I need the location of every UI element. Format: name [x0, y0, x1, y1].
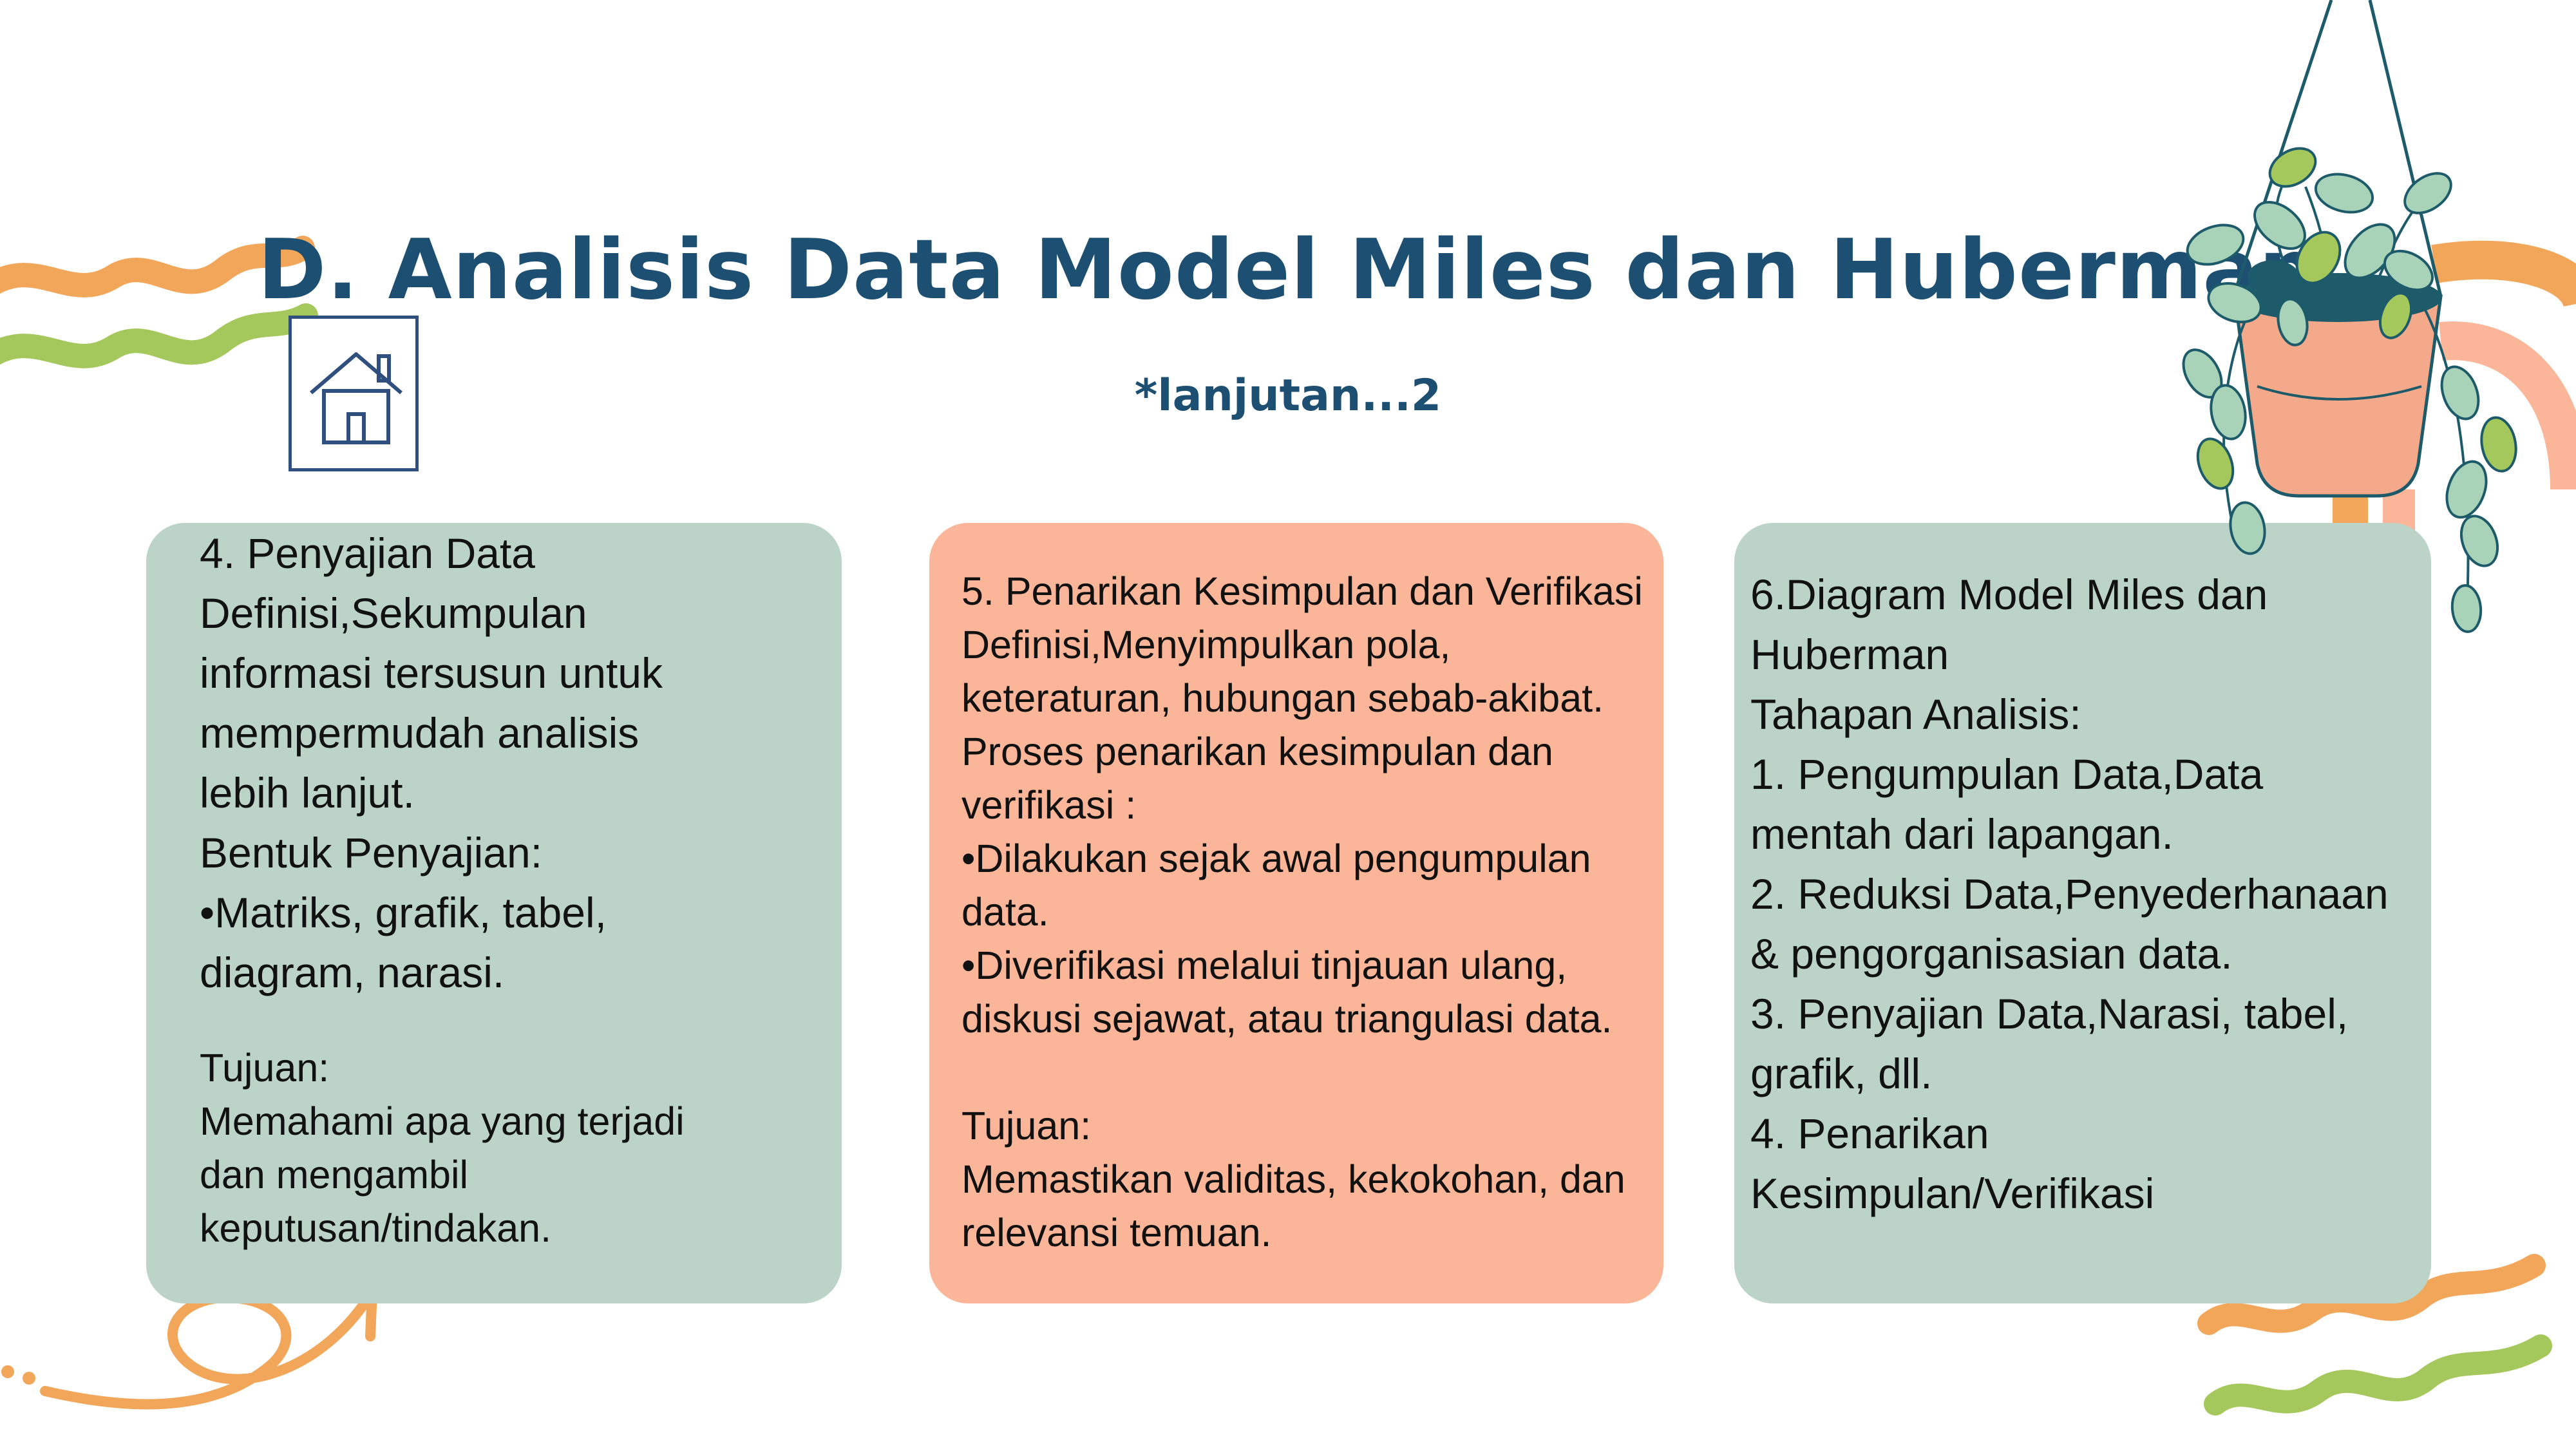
stage-line: mentah dari lapangan.	[1750, 810, 2174, 858]
text-line: verifikasi :	[961, 783, 1137, 827]
definition-line: lebih lanjut.	[200, 769, 415, 817]
goal-line: relevansi temuan.	[961, 1211, 1272, 1255]
definition-line: Definisi,Sekumpulan	[200, 589, 587, 637]
green-wave-top-left	[0, 303, 318, 368]
text-line: keteraturan, hubungan sebab-akibat.	[961, 676, 1604, 720]
forms-label: Bentuk Penyajian:	[200, 829, 543, 876]
text-line: Definisi,Menyimpulkan pola,	[961, 623, 1451, 667]
card-penarikan-kesimpulan	[929, 523, 1663, 1303]
card-heading: 6.Diagram Model Miles dan	[1750, 571, 2268, 618]
stage-line: Kesimpulan/Verifikasi	[1750, 1170, 2155, 1217]
text-line: •Diverifikasi melalui tinjauan ulang,	[961, 943, 1567, 987]
stage-line: 2. Reduksi Data,Penyederhanaan	[1750, 870, 2389, 918]
text-line: •Dilakukan sejak awal pengumpulan	[961, 837, 1591, 880]
definition-line: informasi tersusun untuk	[200, 649, 663, 697]
stage-line: & pengorganisasian data.	[1750, 930, 2233, 978]
orange-wave-top-left	[0, 236, 315, 298]
page-subtitle: *lanjutan...2	[1134, 370, 1442, 421]
goal-label: Tujuan:	[961, 1104, 1092, 1148]
card-heading: Huberman	[1750, 630, 1949, 678]
card-diagram-model-content: 6.Diagram Model Miles dan Huberman Tahap…	[1750, 565, 2433, 1224]
goal-label: Tujuan:	[200, 1046, 330, 1090]
home-button[interactable]	[289, 316, 419, 471]
stage-line: 4. Penarikan	[1750, 1110, 1989, 1157]
card-diagram-model	[1734, 523, 2431, 1303]
orange-arch	[2431, 240, 2576, 308]
text-line: Proses penarikan kesimpulan dan	[961, 730, 1553, 773]
forms-line: diagram, narasi.	[200, 949, 505, 996]
stage-line: grafik, dll.	[1750, 1050, 1933, 1097]
text-line: data.	[961, 890, 1049, 934]
home-icon	[310, 352, 402, 444]
card-penyajian-data	[146, 523, 842, 1303]
green-wave-bottom-right	[2204, 1334, 2552, 1416]
goal-line: keputusan/tindakan.	[200, 1206, 552, 1250]
card-penarikan-kesimpulan-content: 5. Penarikan Kesimpulan dan Verifikasi D…	[961, 565, 1670, 1260]
orange-wave-bottom-right	[2197, 1254, 2546, 1335]
card-heading: 4. Penyajian Data	[200, 529, 536, 577]
text-line: diskusi sejawat, atau triangulasi data.	[961, 997, 1613, 1041]
card-heading: 5. Penarikan Kesimpulan dan Verifikasi	[961, 569, 1643, 613]
goal-line: dan mengambil	[200, 1153, 469, 1197]
goal-line: Memastikan validitas, kekokohan, dan	[961, 1157, 1625, 1201]
peach-arch	[2439, 321, 2576, 490]
stage-line: 3. Penyajian Data,Narasi, tabel,	[1750, 990, 2349, 1037]
goal-line: Memahami apa yang terjadi	[200, 1099, 685, 1143]
definition-line: mempermudah analisis	[200, 709, 639, 757]
page-title: D. Analisis Data Model Miles dan Huberma…	[258, 222, 2318, 318]
card-penyajian-data-content: 4. Penyajian Data Definisi,Sekumpulan in…	[200, 524, 831, 1255]
forms-line: •Matriks, grafik, tabel,	[200, 889, 607, 936]
dot	[23, 1372, 35, 1385]
stages-label: Tahapan Analisis:	[1750, 690, 2081, 738]
stage-line: 1. Pengumpulan Data,Data	[1750, 750, 2264, 798]
dot	[1, 1365, 14, 1378]
